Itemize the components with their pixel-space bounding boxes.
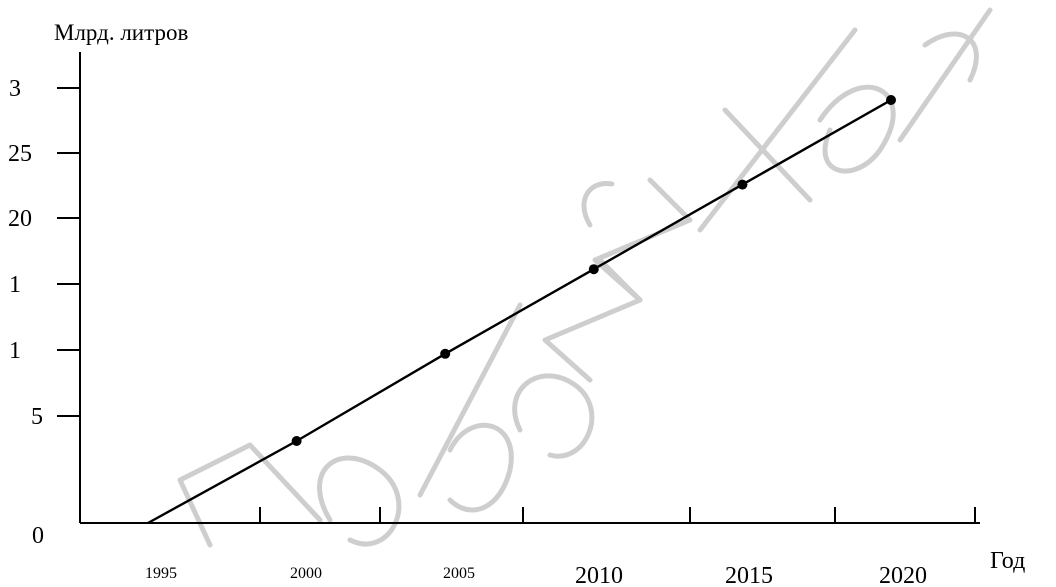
series [147, 95, 896, 525]
data-point [886, 95, 896, 105]
x-tick-label: 2015 [725, 563, 773, 587]
series-line [147, 98, 892, 525]
y-tick-label: 5 [31, 404, 43, 430]
x-tick-label: 2020 [879, 563, 927, 587]
x-axis-label: Год [990, 548, 1025, 574]
y-tick-label: 20 [8, 206, 32, 232]
watermark [177, 7, 993, 548]
data-point [440, 348, 451, 359]
y-tick-label: 1 [9, 272, 21, 298]
y-tick-label: 1 [9, 338, 21, 364]
y-tick-label: 25 [8, 141, 32, 167]
x-tick-label: 2005 [443, 565, 475, 582]
x-tick-label: 2010 [575, 563, 623, 587]
data-point [291, 436, 302, 447]
x-tick-label: 2000 [290, 565, 322, 582]
y-ticks: 0 5 1 1 20 25 3 [8, 76, 80, 549]
y-axis-label: Млрд. литров [54, 20, 188, 45]
y-tick-label: 3 [9, 76, 21, 102]
x-ticks: 1995 2000 2005 2010 2015 2020 [145, 507, 976, 587]
data-point [737, 179, 748, 190]
y-tick-label: 0 [32, 523, 44, 549]
x-tick-label: 1995 [145, 565, 177, 582]
data-point [588, 264, 599, 275]
